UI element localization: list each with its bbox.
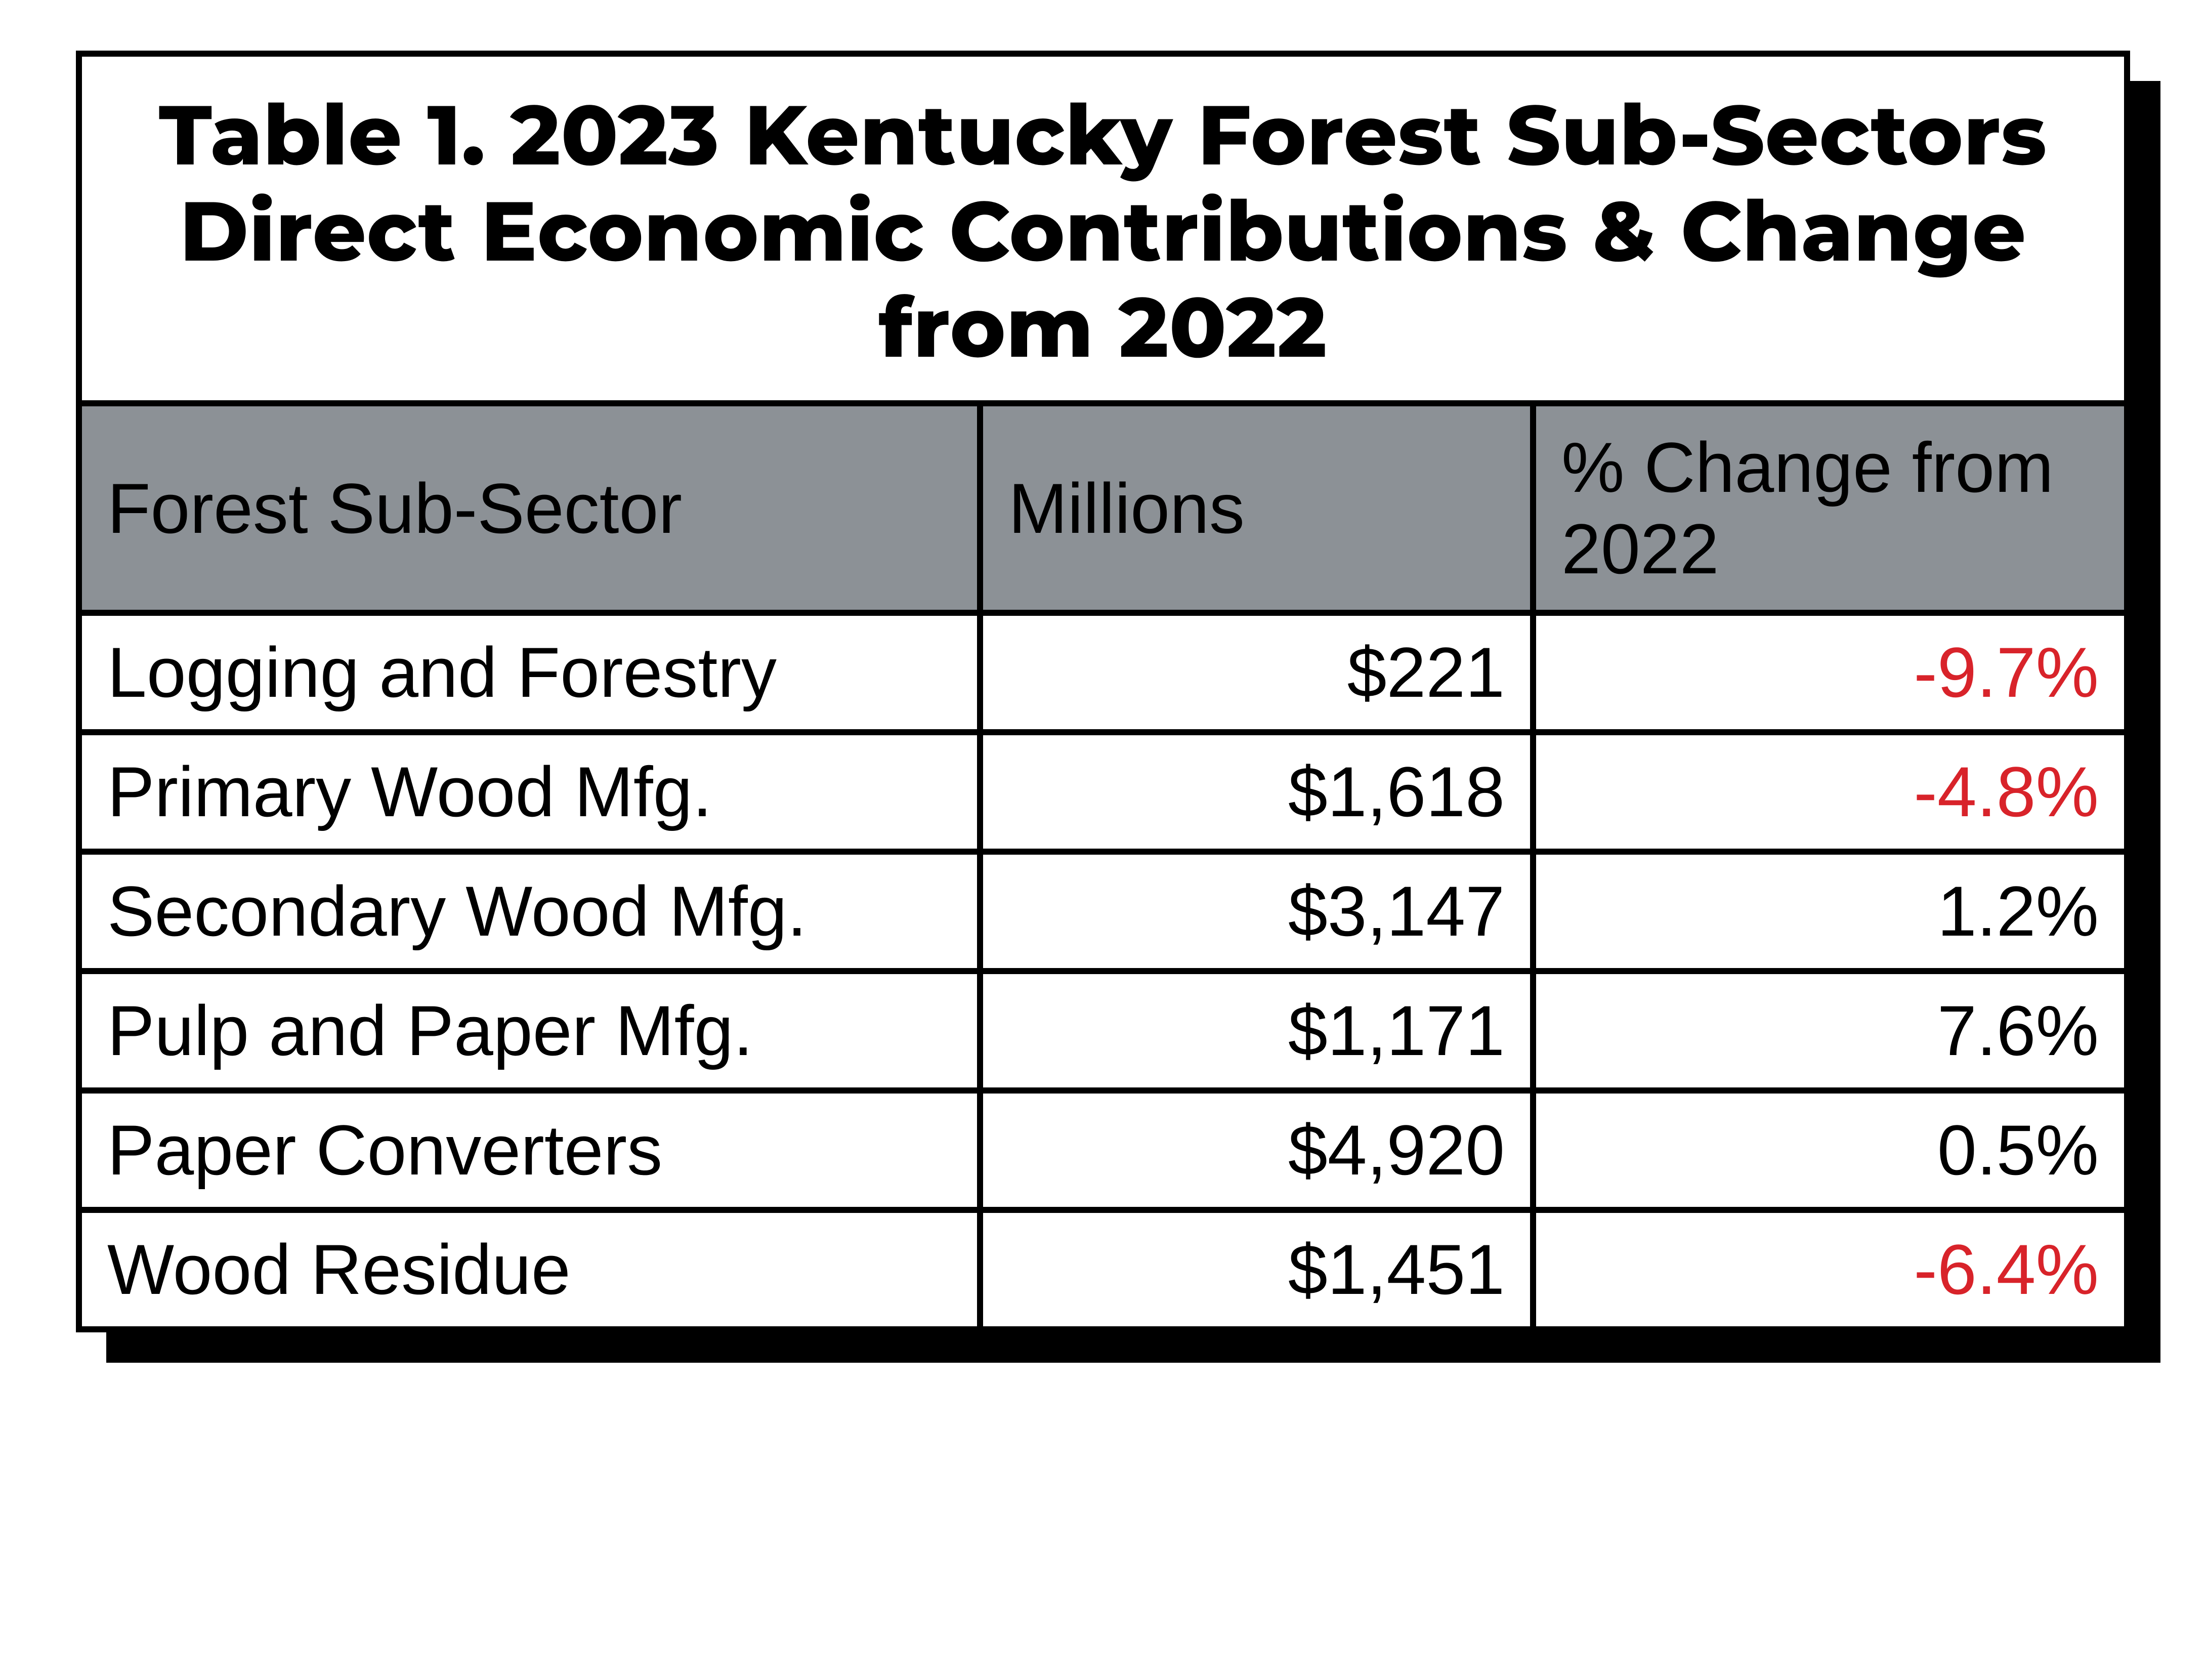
cell-sector: Wood Residue (79, 1210, 980, 1329)
cell-millions: $1,451 (980, 1210, 1533, 1329)
cell-change: -4.8% (1533, 732, 2127, 852)
cell-sector: Secondary Wood Mfg. (79, 852, 980, 971)
cell-millions: $1,618 (980, 732, 1533, 852)
cell-sector: Primary Wood Mfg. (79, 732, 980, 852)
page: Table 1. 2023 Kentucky Forest Sub-Sector… (0, 0, 2206, 1680)
col-header-change: % Change from 2022 (1533, 403, 2127, 613)
table-body: Logging and Forestry $221 -9.7% Primary … (79, 613, 2127, 1329)
table-title: Table 1. 2023 Kentucky Forest Sub-Sector… (76, 51, 2130, 400)
col-header-sector: Forest Sub-Sector (79, 403, 980, 613)
table-row: Secondary Wood Mfg. $3,147 1.2% (79, 852, 2127, 971)
col-header-millions: Millions (980, 403, 1533, 613)
table-row: Primary Wood Mfg. $1,618 -4.8% (79, 732, 2127, 852)
cell-sector: Logging and Forestry (79, 613, 980, 732)
cell-change: 7.6% (1533, 971, 2127, 1090)
table-row: Wood Residue $1,451 -6.4% (79, 1210, 2127, 1329)
table-row: Logging and Forestry $221 -9.7% (79, 613, 2127, 732)
cell-change: -9.7% (1533, 613, 2127, 732)
cell-millions: $4,920 (980, 1090, 1533, 1210)
cell-millions: $3,147 (980, 852, 1533, 971)
cell-millions: $1,171 (980, 971, 1533, 1090)
table-header-row: Forest Sub-Sector Millions % Change from… (79, 403, 2127, 613)
cell-change: 1.2% (1533, 852, 2127, 971)
cell-change: 0.5% (1533, 1090, 2127, 1210)
cell-sector: Paper Converters (79, 1090, 980, 1210)
table-row: Pulp and Paper Mfg. $1,171 7.6% (79, 971, 2127, 1090)
forest-subsectors-table: Table 1. 2023 Kentucky Forest Sub-Sector… (76, 51, 2130, 1332)
cell-millions: $221 (980, 613, 1533, 732)
cell-sector: Pulp and Paper Mfg. (79, 971, 980, 1090)
table-container: Table 1. 2023 Kentucky Forest Sub-Sector… (76, 51, 2130, 1332)
table-row: Paper Converters $4,920 0.5% (79, 1090, 2127, 1210)
cell-change: -6.4% (1533, 1210, 2127, 1329)
